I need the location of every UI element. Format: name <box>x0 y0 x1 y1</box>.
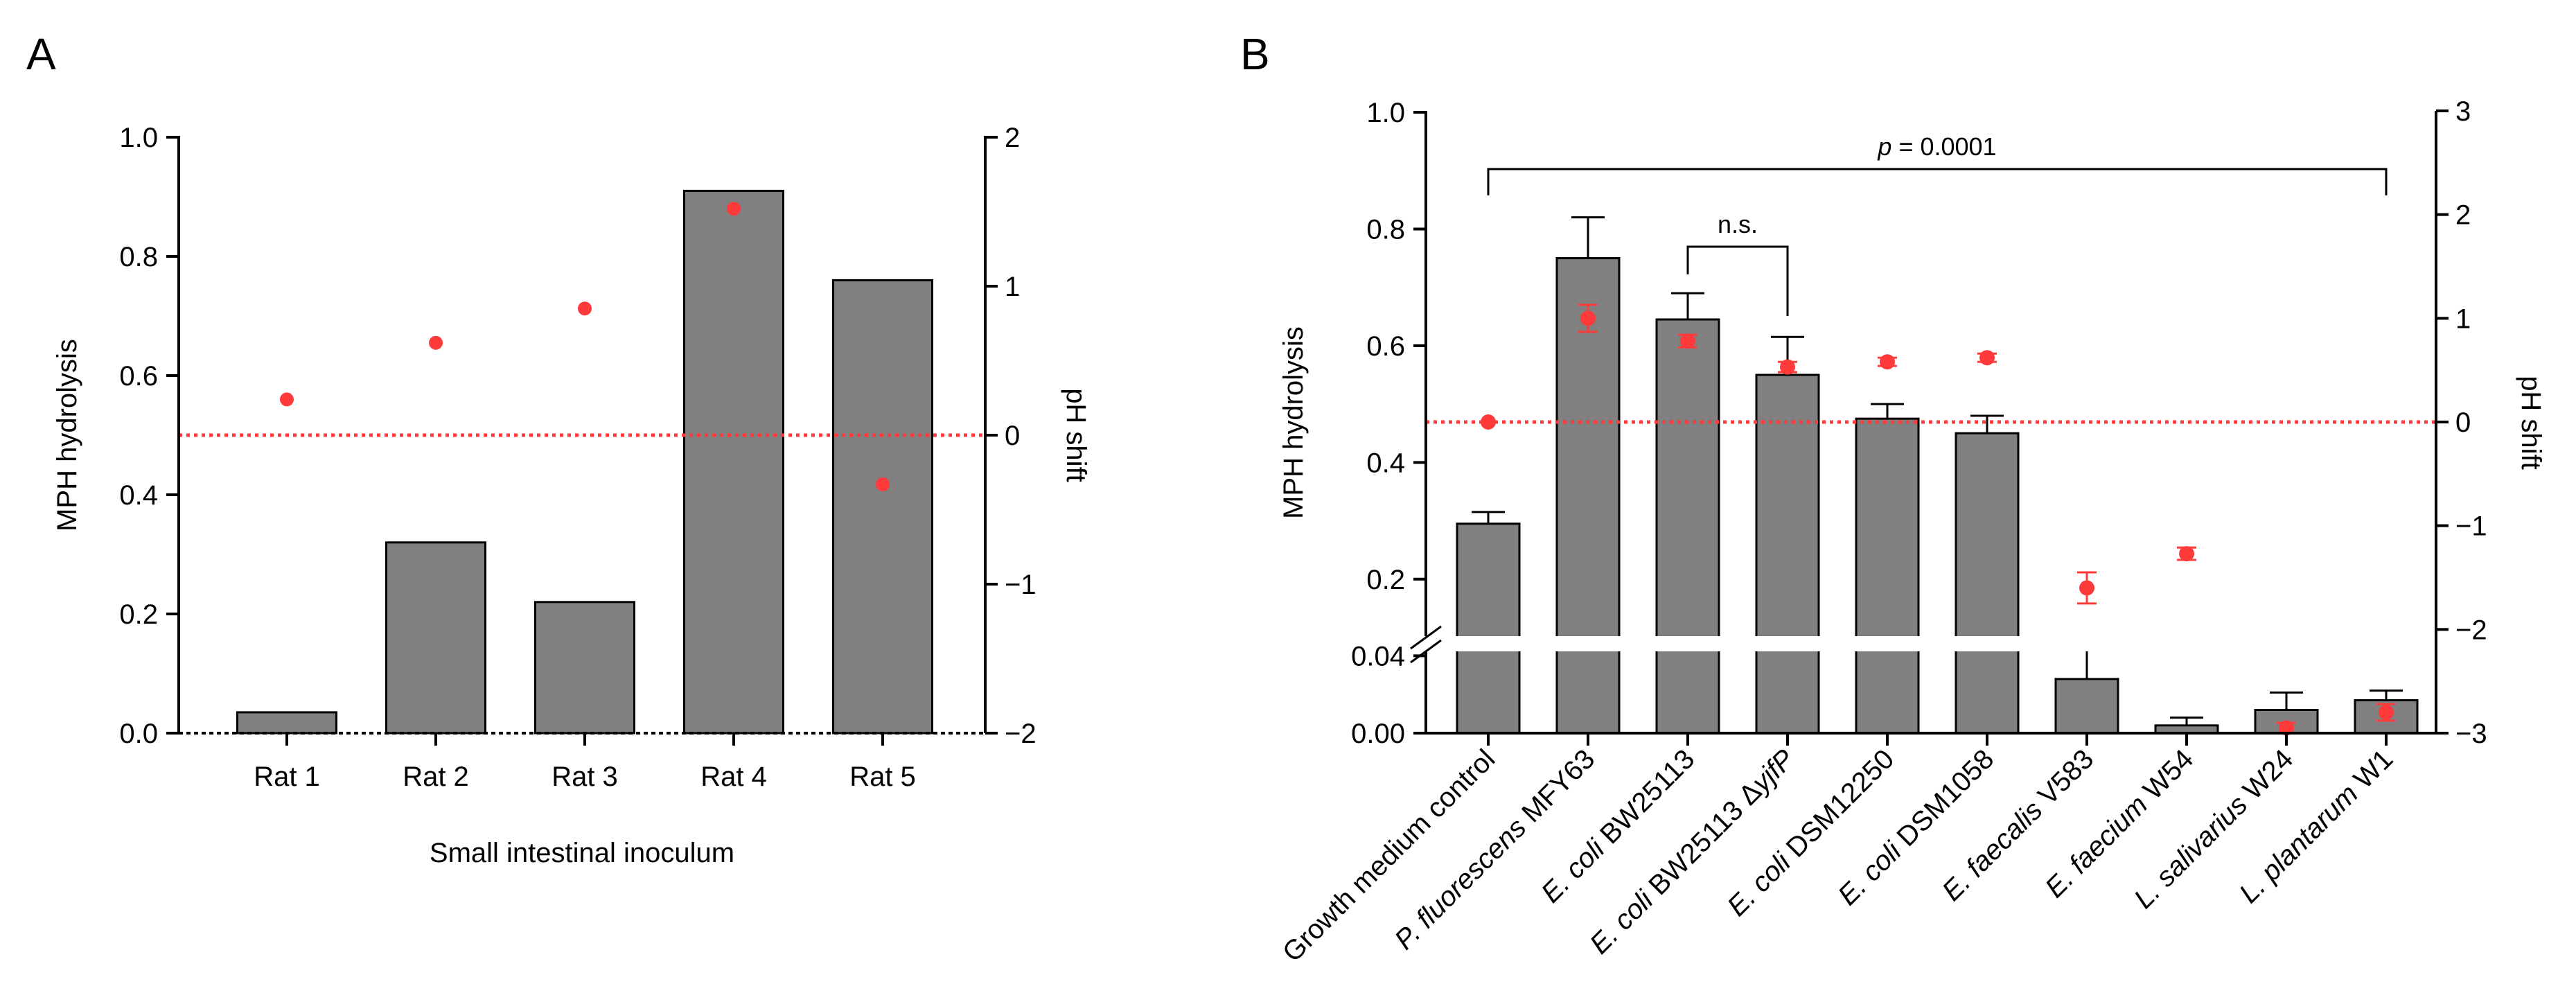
y-right-tick-label-2: 1 <box>2455 304 2471 334</box>
ph-point-1 <box>1481 414 1496 430</box>
bar-4 <box>1755 373 1820 735</box>
y-right-tick-label-5: −2 <box>2455 615 2487 645</box>
panel-label-a: A <box>26 29 56 79</box>
bracket-p-value-label: p = 0.0001 <box>1877 132 1996 161</box>
bar-3 <box>1655 318 1720 735</box>
ph-point-5 <box>1880 354 1895 370</box>
y-right-tick-label-4: −2 <box>1005 719 1036 749</box>
y-tick-label-4: 0.6 <box>1366 331 1405 362</box>
ph-point-3 <box>578 301 592 316</box>
chart-a: 0.0 0.2 0.4 0.6 0.8 1.0 2 1 0 −1 −2 Rat 1 Rat 2 Rat 3… <box>52 123 1091 868</box>
bar-5 <box>1855 417 1920 735</box>
ph-point-1 <box>280 392 294 407</box>
ph-point-4 <box>1780 359 1795 375</box>
bar-1 <box>1456 522 1521 735</box>
ph-point-3 <box>1680 333 1695 349</box>
y-axis-title: MPH hydrolysis <box>1278 326 1309 519</box>
ph-point-6 <box>1979 350 1995 366</box>
y-tick-label-5: 0.8 <box>1366 214 1405 245</box>
bar-2 <box>385 541 486 735</box>
y-right-tick-label-1: 1 <box>1005 272 1020 302</box>
y-tick-label-5: 1.0 <box>119 123 158 153</box>
y-tick-label-3: 0.6 <box>119 361 158 392</box>
bracket-ns <box>1686 245 1789 316</box>
y-right-tick-label-0: 3 <box>2455 96 2471 127</box>
p-value: = 0.0001 <box>1891 132 1996 161</box>
x-tick-label-strain: V583 <box>2027 744 2099 816</box>
y-axis-title: MPH hydrolysis <box>52 339 82 531</box>
x-tick-label-5: E. coli DSM12250 <box>1722 744 1900 922</box>
chart-b: 0.000.040.20.40.60.81.0 3210−1−2−3Growth … <box>1277 96 2546 968</box>
y-tick-label-0: 0.00 <box>1351 719 1405 749</box>
y-tick-label-2: 0.4 <box>119 480 158 511</box>
y-right-tick-label-3: −1 <box>1005 570 1036 600</box>
y-right-tick-label-3: 0 <box>2455 407 2471 438</box>
panel-label-b: B <box>1240 29 1270 79</box>
x-tick-label-2: Rat 2 <box>403 762 469 792</box>
ph-point-10 <box>2379 705 2394 721</box>
y-tick-label-2: 0.2 <box>1366 565 1405 595</box>
y-right-tick-label-4: −1 <box>2455 511 2487 542</box>
x-tick-label-5: Rat 5 <box>849 762 916 792</box>
y-tick-label-0: 0.0 <box>119 719 158 749</box>
x-tick-label-4: Rat 4 <box>700 762 767 792</box>
bar-4 <box>683 189 784 735</box>
x-tick-label-1: Rat 1 <box>254 762 320 792</box>
y-axis-title-right: pH shift <box>1061 388 1091 482</box>
ph-point-5 <box>876 477 890 491</box>
y-axis-title-right: pH shift <box>2516 376 2546 470</box>
ph-point-8 <box>2179 546 2194 562</box>
bracket-ns-label: n.s. <box>1718 210 1758 238</box>
bracket-p-value <box>1487 168 2388 195</box>
axis-break-band <box>1412 636 2422 651</box>
axis-break-mark-top <box>1410 625 1442 650</box>
x-tick-label-4: E. coli BW25113 ΔyjfP <box>1584 744 1800 960</box>
bar-1 <box>236 711 337 735</box>
bar-7 <box>2054 678 2119 735</box>
ph-point-7 <box>2079 580 2094 596</box>
bar-5 <box>832 279 933 735</box>
y-tick-label-1: 0.04 <box>1351 641 1405 671</box>
y-right-tick-label-0: 2 <box>1005 123 1020 153</box>
y-right-tick-label-2: 0 <box>1005 421 1020 451</box>
y-tick-label-6: 1.0 <box>1366 98 1405 128</box>
p-symbol: p <box>1877 132 1891 161</box>
y-tick-label-3: 0.4 <box>1366 448 1405 478</box>
x-tick-label-2: P. fluorescens MFY63 <box>1389 744 1601 956</box>
ph-point-2 <box>429 335 443 350</box>
x-tick-label-strain: MFY63 <box>1510 744 1600 834</box>
y-tick-label-4: 0.8 <box>119 242 158 272</box>
ph-point-4 <box>727 202 741 216</box>
bar-6 <box>1955 432 2020 735</box>
x-tick-label-3: Rat 3 <box>552 762 618 792</box>
x-axis-title: Small intestinal inoculum <box>430 838 734 868</box>
bar-3 <box>534 601 635 735</box>
y-tick-label-1: 0.2 <box>119 599 158 630</box>
y-right-tick-label-6: −3 <box>2455 719 2487 749</box>
y-right-tick-label-1: 2 <box>2455 200 2471 231</box>
ph-point-2 <box>1580 310 1596 326</box>
